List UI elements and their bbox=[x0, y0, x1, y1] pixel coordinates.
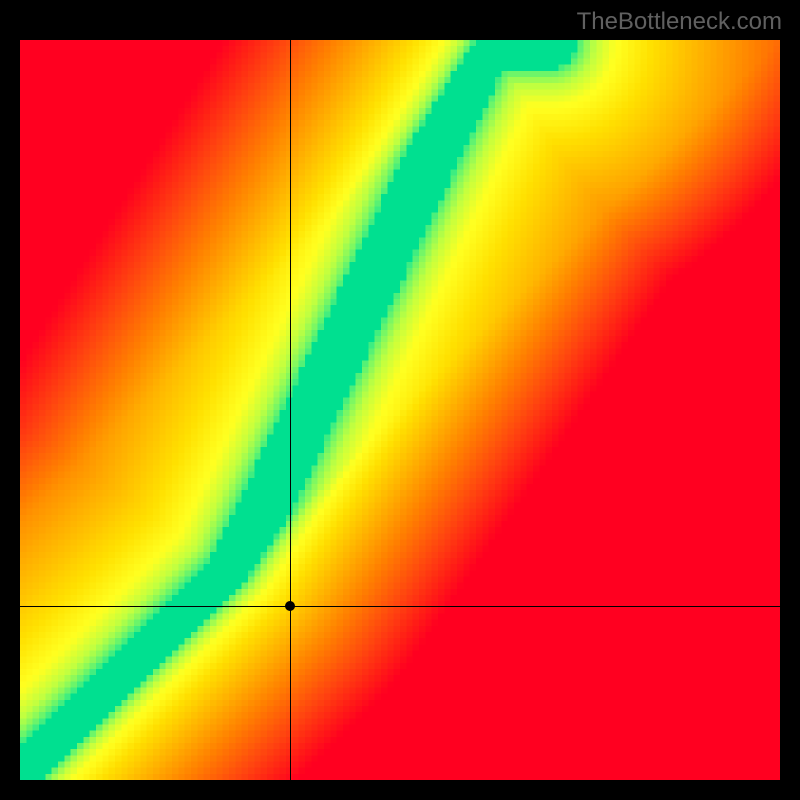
crosshair-horizontal bbox=[20, 606, 780, 607]
watermark-text: TheBottleneck.com bbox=[577, 8, 782, 36]
chart-container: TheBottleneck.com bbox=[0, 0, 800, 800]
plot-area bbox=[20, 40, 780, 780]
crosshair-marker-dot bbox=[285, 601, 295, 611]
heatmap-canvas bbox=[20, 40, 780, 780]
crosshair-vertical bbox=[290, 40, 291, 780]
